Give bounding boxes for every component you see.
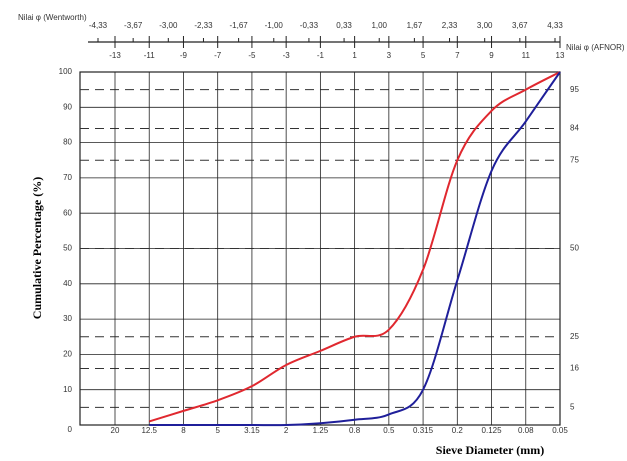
percentile-label: 84 [570,124,579,133]
x-tick-label: 2 [284,426,289,435]
curve [149,71,561,427]
wentworth-label: 3,00 [477,21,493,30]
x-tick-label: 1.25 [313,426,329,435]
afnor-tick-label: 9 [489,51,494,60]
wentworth-label: 1,67 [407,21,423,30]
wentworth-label: -1,67 [229,21,248,30]
afnor-tick-label: -1 [317,51,325,60]
wentworth-label: -1,00 [265,21,284,30]
wentworth-label: -2,33 [194,21,213,30]
y-tick-label: 70 [63,173,72,182]
wentworth-label: 1,00 [371,21,387,30]
percentile-label: 95 [570,85,579,94]
x-tick-label: 20 [111,426,120,435]
x-tick-label: 0.5 [383,426,395,435]
afnor-tick-label: -13 [109,51,121,60]
x-tick-label: 5 [215,426,220,435]
afnor-tick-label: -11 [144,51,156,60]
percentile-label: 16 [570,364,579,373]
x-tick-label: 12.5 [141,426,157,435]
afnor-tick-label: 1 [352,51,357,60]
y-tick-label: 100 [59,67,73,76]
y-tick-label: 50 [63,244,72,253]
wentworth-label: -3,00 [159,21,178,30]
afnor-tick-label: -3 [283,51,291,60]
x-tick-label: 8 [181,426,186,435]
y-axis-title: Cumulative Percentage (%) [30,177,44,319]
afnor-tick-label: 11 [522,51,531,60]
afnor-tick-label: 7 [455,51,460,60]
wentworth-label: -4,33 [89,21,108,30]
x-tick-label: 0.08 [518,426,534,435]
afnor-tick-label: -9 [180,51,188,60]
percentile-label: 75 [570,155,579,164]
afnor-tick-label: 13 [556,51,565,60]
y-tick-label: 20 [63,350,72,359]
y-tick-label: 10 [63,385,72,394]
wentworth-label: -3,67 [124,21,143,30]
wentworth-label: 0,33 [336,21,352,30]
y-tick-label: 60 [63,208,72,217]
percentile-label: 50 [570,244,579,253]
x-tick-label: 0.05 [552,426,568,435]
y-tick-label: 30 [63,314,72,323]
x-axis-title: Sieve Diameter (mm) [436,443,544,457]
x-tick-label: 0.8 [349,426,361,435]
wentworth-label: -0,33 [300,21,319,30]
x-tick-label: 0.315 [413,426,434,435]
percentile-label: 25 [570,332,579,341]
y-tick-label: 0 [68,425,73,434]
x-tick-label: 0.125 [482,426,503,435]
wentworth-label: 3,67 [512,21,528,30]
y-tick-label: 40 [63,279,72,288]
wentworth-label: 4,33 [547,21,563,30]
afnor-tick-label: -7 [214,51,222,60]
y-tick-label: 90 [63,102,72,111]
x-tick-label: 3.15 [244,426,260,435]
y-tick-label: 80 [63,138,72,147]
afnor-tick-label: 3 [387,51,392,60]
wentworth-label: 2,33 [442,21,458,30]
wentworth-title: Nilai φ (Wentworth) [18,13,87,22]
x-tick-label: 0.2 [452,426,464,435]
afnor-title: Nilai φ (AFNOR) [566,43,625,52]
percentile-label: 5 [570,402,575,411]
afnor-tick-label: 5 [421,51,426,60]
afnor-tick-label: -5 [248,51,256,60]
curve [148,71,561,423]
